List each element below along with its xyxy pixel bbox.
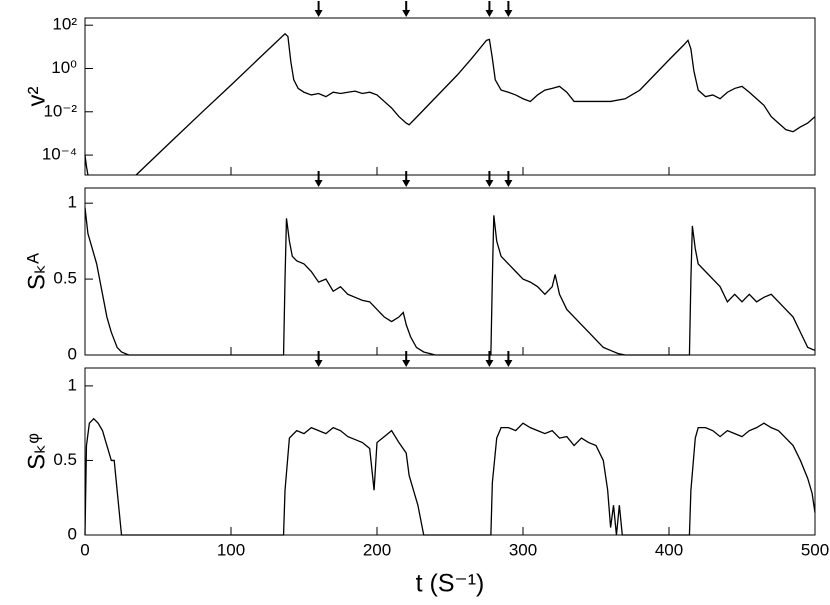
x-tick-label: 100 <box>217 540 245 559</box>
arrow-head <box>504 360 513 367</box>
y-tick-label: 0 <box>68 524 77 543</box>
y-tick-label: 0 <box>68 344 77 363</box>
y-tick-label: 1 <box>68 193 77 212</box>
arrow-head <box>402 10 411 17</box>
y-tick-label: 0.5 <box>53 269 77 288</box>
y-axis-label: Sₖᵠ <box>23 433 50 470</box>
arrow-head <box>314 360 323 367</box>
arrow-head <box>485 10 494 17</box>
arrow-head <box>485 360 494 367</box>
data-line <box>84 32 816 176</box>
y-tick-label: 10⁻² <box>43 101 77 120</box>
x-tick-label: 500 <box>801 540 829 559</box>
y-tick-label: 10⁰ <box>51 58 77 77</box>
y-tick-label: 0.5 <box>53 450 77 469</box>
arrow-head <box>402 360 411 367</box>
data-line <box>84 207 816 356</box>
x-axis-label: t (S⁻¹) <box>416 570 485 598</box>
arrow-head <box>314 10 323 17</box>
plot-frame <box>84 367 816 536</box>
arrow-head <box>504 180 513 187</box>
arrow-head <box>485 180 494 187</box>
y-tick-label: 10² <box>52 15 77 34</box>
data-line <box>84 417 816 536</box>
y-tick-label: 1 <box>68 375 77 394</box>
y-axis-label: v² <box>23 87 50 107</box>
plot-frame <box>84 17 816 176</box>
arrow-head <box>402 180 411 187</box>
y-tick-label: 10⁻⁴ <box>42 145 77 164</box>
x-tick-label: 400 <box>655 540 683 559</box>
y-axis-label: Sₖᴬ <box>23 253 50 290</box>
x-tick-label: 200 <box>363 540 391 559</box>
x-tick-label: 300 <box>509 540 537 559</box>
x-tick-label: 0 <box>80 540 89 559</box>
arrow-head <box>314 180 323 187</box>
arrow-head <box>504 10 513 17</box>
